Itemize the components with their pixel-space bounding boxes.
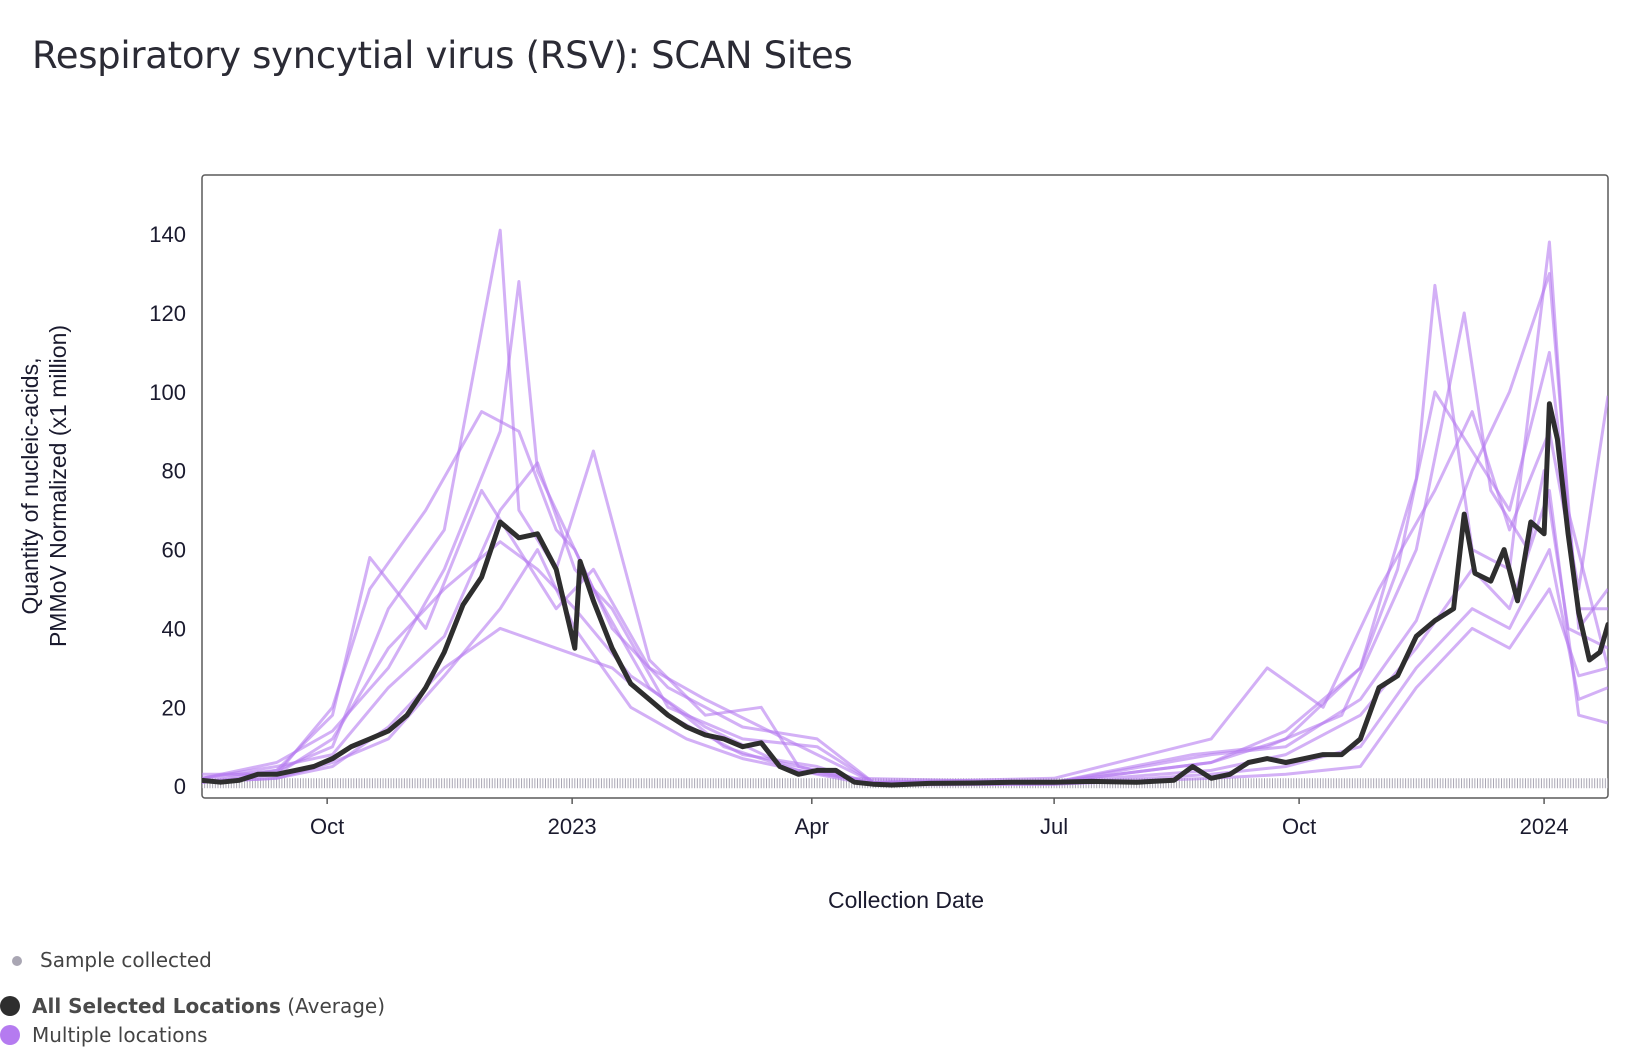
x-tick-label: Jul: [1040, 814, 1068, 839]
plot-frame: [201, 174, 1609, 799]
x-tick-label: Oct: [1282, 814, 1316, 839]
y-tick-label: 60: [162, 538, 186, 563]
x-tick-label: 2023: [548, 814, 597, 839]
y-tick-label: 0: [174, 774, 186, 799]
x-tick-label: 2024: [1520, 814, 1569, 839]
location-series-line-8: [202, 350, 1608, 784]
location-series-line-5: [202, 272, 1608, 784]
y-axis: 0 20 40 60 80 100 120 140: [149, 222, 186, 799]
locations-dot-icon: [0, 1025, 20, 1045]
plot-area: [201, 174, 1609, 799]
y-axis-title-line1: Quantity of nucleic-acids,: [17, 358, 43, 615]
location-series-line-4: [202, 548, 1608, 787]
y-tick-label: 80: [162, 459, 186, 484]
legend-label-average-suffix: (Average): [280, 994, 386, 1018]
y-tick-label: 120: [149, 301, 186, 326]
location-series-line-3: [202, 395, 1608, 784]
x-tick-label: Oct: [310, 814, 344, 839]
x-tick-label: Apr: [795, 814, 829, 839]
series-group: [202, 228, 1608, 789]
legend-label-locations: Multiple locations: [32, 1023, 208, 1047]
y-tick-label: 40: [162, 616, 186, 641]
average-dot-icon: [0, 996, 20, 1016]
legend-label-average: All Selected Locations: [32, 994, 281, 1018]
x-axis-title: Collection Date: [828, 887, 984, 913]
x-axis: Oct 2023 Apr Jul Oct 2024: [310, 798, 1569, 839]
y-axis-title-line2: PMMoV Normalized (x1 million): [45, 325, 71, 647]
y-tick-label: 100: [149, 380, 186, 405]
page-title: Respiratory syncytial virus (RSV): SCAN …: [32, 34, 853, 77]
y-tick-label: 140: [149, 222, 186, 247]
y-tick-label: 20: [162, 695, 186, 720]
y-axis-title: Quantity of nucleic-acids, PMMoV Normali…: [17, 325, 71, 647]
average-series-line: [202, 401, 1608, 788]
sample-dot-icon: [12, 956, 22, 966]
legend-label-sample: Sample collected: [40, 948, 212, 972]
